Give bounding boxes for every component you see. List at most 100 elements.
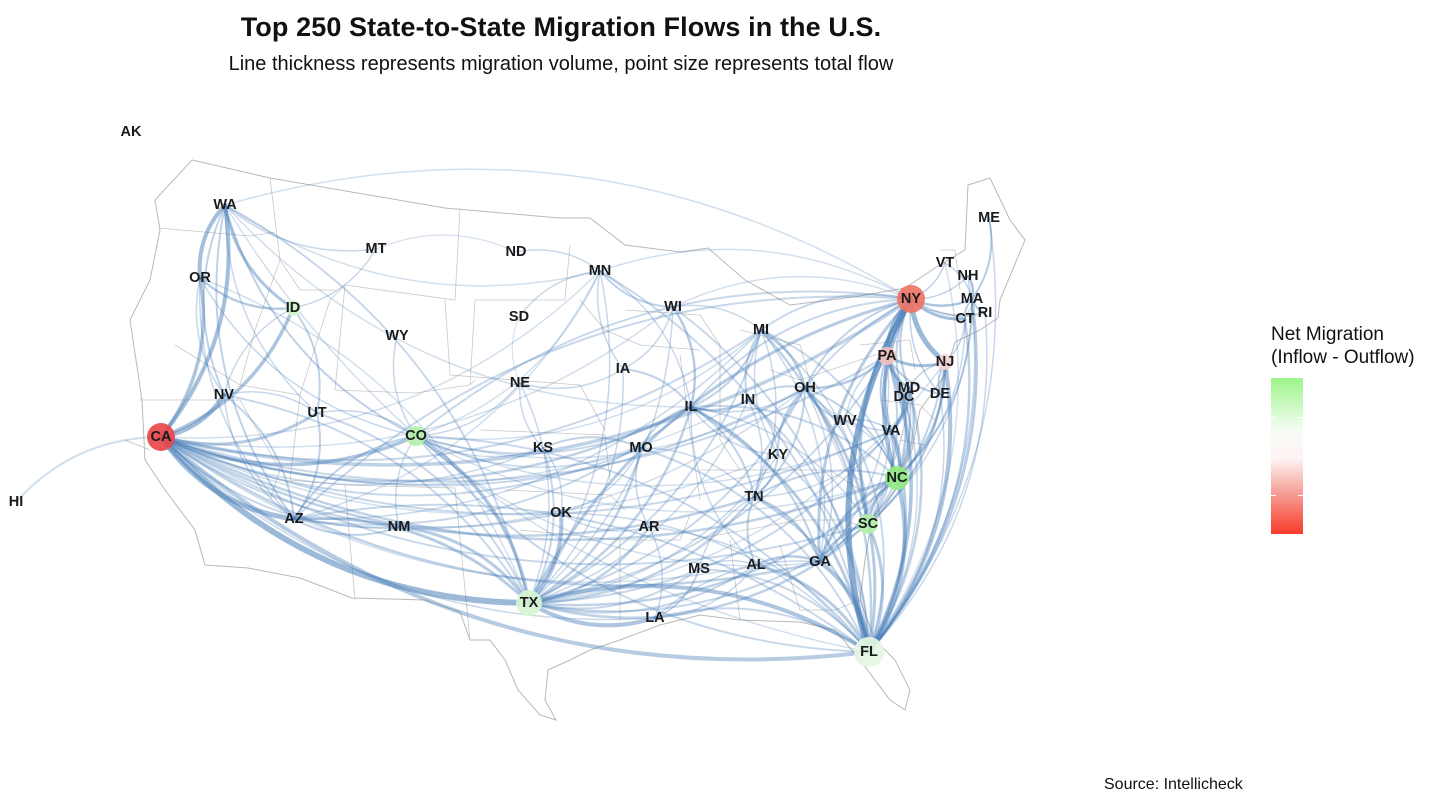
flow-ca-az bbox=[158, 434, 297, 522]
flow-al-ms bbox=[698, 559, 757, 570]
flow-ny-mi bbox=[760, 293, 912, 331]
state-label-vt: VT bbox=[936, 255, 955, 271]
node-ny bbox=[897, 285, 925, 313]
state-label-ne: NE bbox=[510, 375, 530, 391]
flow-ca-mo bbox=[160, 436, 642, 497]
flow-or-az bbox=[198, 277, 295, 520]
flow-az-nm bbox=[293, 518, 400, 536]
state-label-ks: KS bbox=[533, 440, 553, 456]
state-nodes bbox=[147, 285, 953, 667]
flow-tx-al bbox=[528, 564, 757, 614]
state-label-pa: PA bbox=[877, 348, 897, 364]
flow-sc-nj bbox=[866, 360, 947, 526]
flow-az-mn bbox=[293, 270, 601, 520]
flow-tx-ut bbox=[316, 412, 530, 604]
flow-ok-ar bbox=[560, 512, 650, 532]
flow-nc-ga bbox=[818, 476, 899, 564]
flow-fl-mi bbox=[759, 328, 873, 654]
state-label-mt: MT bbox=[366, 241, 387, 257]
flow-id-mt bbox=[292, 248, 377, 309]
flow-ny-oh bbox=[804, 298, 912, 389]
flow-ca-il bbox=[159, 405, 693, 483]
state-label-me: ME bbox=[978, 210, 1000, 226]
flow-az-mi bbox=[293, 329, 762, 521]
flow-ca-ks bbox=[160, 436, 544, 486]
flow-sc-mi bbox=[760, 329, 869, 525]
state-label-hi: HI bbox=[9, 494, 24, 510]
flow-tn-mi bbox=[753, 329, 777, 498]
flow-ca-in bbox=[160, 399, 749, 486]
flow-co-fl bbox=[415, 435, 870, 653]
flow-il-mi bbox=[690, 329, 762, 408]
flow-fl-md bbox=[867, 386, 923, 654]
flow-mn-wi bbox=[599, 270, 674, 308]
flow-tx-ks bbox=[528, 447, 555, 604]
source-note: Source: Intellicheck bbox=[1104, 776, 1243, 793]
flow-sc-md bbox=[867, 387, 912, 525]
flow-md-dc bbox=[902, 386, 911, 399]
flow-fl-az bbox=[293, 503, 870, 653]
flow-az-ut bbox=[293, 412, 321, 520]
flow-fl-ar bbox=[648, 526, 870, 653]
flow-ga-pa bbox=[819, 355, 890, 563]
legend-tick-right-top bbox=[1298, 417, 1303, 418]
flow-ca-ok bbox=[160, 436, 562, 529]
flow-wa-il bbox=[224, 204, 692, 408]
state-label-ct: CT bbox=[955, 311, 974, 327]
state-label-oh: OH bbox=[794, 380, 816, 396]
flow-co-mo bbox=[415, 435, 642, 468]
flow-sc-il bbox=[690, 406, 869, 525]
flow-az-nv bbox=[223, 394, 295, 520]
state-label-az: AZ bbox=[284, 511, 303, 527]
flow-wa-ut bbox=[224, 204, 318, 414]
flow-wa-co bbox=[224, 204, 417, 437]
flow-tx-sc bbox=[528, 523, 869, 613]
flow-il-ky bbox=[690, 406, 779, 456]
flow-fl-ri bbox=[868, 312, 988, 653]
map-title: Top 250 State-to-State Migration Flows i… bbox=[240, 12, 882, 42]
flow-ca-nm bbox=[160, 436, 400, 529]
flow-fl-ok bbox=[560, 512, 870, 653]
flow-wa-nv bbox=[202, 204, 226, 396]
flow-ga-la bbox=[654, 560, 821, 619]
flow-mi-in bbox=[744, 329, 762, 401]
flow-co-il bbox=[415, 406, 692, 455]
flow-ky-in bbox=[747, 399, 779, 456]
state-label-de: DE bbox=[930, 386, 950, 402]
flow-ok-mo bbox=[560, 447, 642, 514]
flow-mo-ar bbox=[635, 447, 650, 528]
legend-tick-right-low bbox=[1298, 495, 1303, 496]
flow-wy-co bbox=[392, 335, 417, 437]
state-label-va: VA bbox=[881, 423, 901, 439]
legend-tick-left-low bbox=[1271, 495, 1276, 496]
flow-tx-va bbox=[528, 430, 892, 604]
flow-nc-nj bbox=[895, 360, 947, 480]
flow-co-mn bbox=[415, 270, 601, 437]
flow-ga-mi bbox=[760, 329, 826, 563]
state-label-sc: SC bbox=[858, 516, 879, 532]
flow-id-nv bbox=[223, 307, 294, 396]
flow-ny-wi bbox=[672, 275, 912, 308]
flow-wa-id bbox=[223, 203, 295, 310]
flow-ma-nh bbox=[966, 274, 975, 301]
state-label-ak: AK bbox=[121, 124, 142, 140]
flow-il-mo bbox=[640, 406, 692, 449]
flow-fl-sc bbox=[866, 522, 885, 654]
flow-fl-mn bbox=[599, 270, 870, 653]
flow-ma-ri bbox=[971, 298, 986, 314]
state-label-ut: UT bbox=[307, 405, 326, 421]
flow-co-va bbox=[415, 430, 892, 487]
flow-fl-il bbox=[689, 405, 871, 654]
flow-nc-mi bbox=[760, 329, 898, 479]
state-label-ok: OK bbox=[550, 505, 572, 521]
flow-az-oh bbox=[293, 387, 806, 530]
flow-ca-sc bbox=[160, 436, 869, 566]
state-label-wi: WI bbox=[664, 299, 682, 315]
state-label-nc: NC bbox=[887, 470, 908, 486]
flow-ca-id bbox=[159, 306, 295, 439]
flow-oh-wv bbox=[804, 387, 846, 422]
flow-ga-oh bbox=[804, 387, 834, 563]
flow-tx-tn bbox=[527, 495, 756, 605]
flow-nc-il bbox=[690, 404, 898, 479]
flow-ca-la bbox=[160, 436, 656, 621]
